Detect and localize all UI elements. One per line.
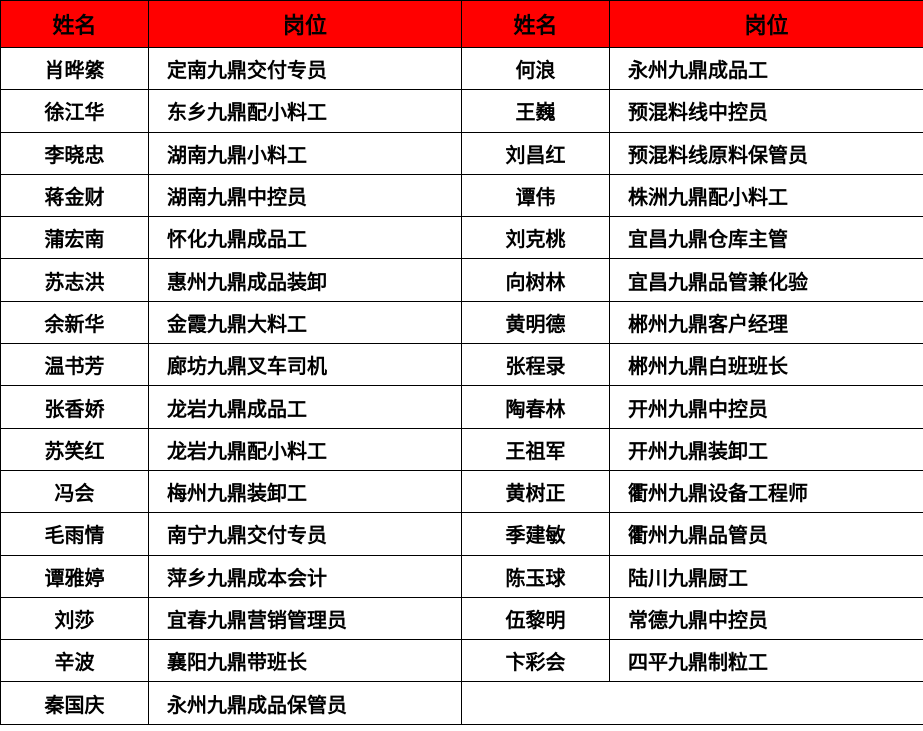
- left-name-cell: 刘莎: [0, 596, 149, 641]
- left-position-cell: 南宁九鼎交付专员: [148, 512, 462, 556]
- left-name-cell: 蒲宏南: [0, 216, 149, 260]
- left-name-cell: 苏笑红: [0, 427, 149, 471]
- right-position-cell: 陆川九鼎厨工: [609, 554, 923, 598]
- right-name-cell: 王祖军: [461, 427, 610, 471]
- left-name-cell: 辛波: [0, 639, 149, 683]
- left-name-cell: 徐江华: [0, 89, 149, 133]
- left-name-cell: 张香娇: [0, 385, 149, 429]
- table-row: 冯会 梅州九鼎装卸工 黄树正 衢州九鼎设备工程师: [0, 469, 923, 514]
- right-name-cell: 黄树正: [461, 469, 610, 514]
- right-position-cell: 常德九鼎中控员: [609, 596, 923, 641]
- left-name-cell: 余新华: [0, 300, 149, 345]
- table-row: 温书芳 廊坊九鼎叉车司机 张程录 郴州九鼎白班班长: [0, 343, 923, 387]
- right-position-cell: 宜昌九鼎品管兼化验: [609, 258, 923, 302]
- left-position-cell: 梅州九鼎装卸工: [148, 469, 462, 514]
- right-position-cell: 开州九鼎装卸工: [609, 427, 923, 471]
- right-name-cell: 刘克桃: [461, 216, 610, 260]
- right-name-cell: 陶春林: [461, 385, 610, 429]
- right-position-cell: 开州九鼎中控员: [609, 385, 923, 429]
- right-position-cell: 四平九鼎制粒工: [609, 639, 923, 683]
- left-name-cell: 蒋金财: [0, 173, 149, 218]
- header-row: 姓名 岗位 姓名 岗位: [0, 0, 923, 48]
- table-row: 辛波 襄阳九鼎带班长 卞彩会 四平九鼎制粒工: [0, 639, 923, 683]
- left-position-cell: 东乡九鼎配小料工: [148, 89, 462, 133]
- left-position-cell: 廊坊九鼎叉车司机: [148, 343, 462, 387]
- right-position-cell: 宜昌九鼎仓库主管: [609, 216, 923, 260]
- left-position-cell: 湖南九鼎小料工: [148, 131, 462, 175]
- table-row: 谭雅婷 萍乡九鼎成本会计 陈玉球 陆川九鼎厨工: [0, 554, 923, 598]
- left-name-cell: 温书芳: [0, 343, 149, 387]
- right-position-cell: 衢州九鼎设备工程师: [609, 469, 923, 514]
- left-position-cell: 定南九鼎交付专员: [148, 46, 462, 91]
- right-name-cell: 向树林: [461, 258, 610, 302]
- right-position-cell: 郴州九鼎客户经理: [609, 300, 923, 345]
- right-position-cell: 预混料线原料保管员: [609, 131, 923, 175]
- table-row: 李晓忠 湖南九鼎小料工 刘昌红 预混料线原料保管员: [0, 131, 923, 175]
- left-name-cell: 毛雨情: [0, 512, 149, 556]
- left-name-cell: 冯会: [0, 469, 149, 514]
- right-position-cell: 株洲九鼎配小料工: [609, 173, 923, 218]
- table-row: 苏志洪 惠州九鼎成品装卸 向树林 宜昌九鼎品管兼化验: [0, 258, 923, 302]
- right-position-cell: 预混料线中控员: [609, 89, 923, 133]
- table-row: 余新华 金霞九鼎大料工 黄明德 郴州九鼎客户经理: [0, 300, 923, 345]
- right-name-cell: 伍黎明: [461, 596, 610, 641]
- right-name-cell: 卞彩会: [461, 639, 610, 683]
- table-row: 苏笑红 龙岩九鼎配小料工 王祖军 开州九鼎装卸工: [0, 427, 923, 471]
- left-position-cell: 宜春九鼎营销管理员: [148, 596, 462, 641]
- left-name-cell: 肖晔綮: [0, 46, 149, 91]
- left-position-cell: 永州九鼎成品保管员: [148, 681, 462, 725]
- left-position-cell: 惠州九鼎成品装卸: [148, 258, 462, 302]
- left-name-cell: 秦国庆: [0, 681, 149, 725]
- header-name-right: 姓名: [461, 0, 610, 48]
- right-name-cell: 张程录: [461, 343, 610, 387]
- left-name-cell: 苏志洪: [0, 258, 149, 302]
- table-row: 秦国庆 永州九鼎成品保管员: [0, 681, 923, 725]
- header-name-left: 姓名: [0, 0, 149, 48]
- table-row: 徐江华 东乡九鼎配小料工 王巍 预混料线中控员: [0, 89, 923, 133]
- left-position-cell: 金霞九鼎大料工: [148, 300, 462, 345]
- empty-cell: [609, 681, 923, 725]
- header-position-left: 岗位: [148, 0, 462, 48]
- right-name-cell: 何浪: [461, 46, 610, 91]
- right-position-cell: 郴州九鼎白班班长: [609, 343, 923, 387]
- left-position-cell: 龙岩九鼎成品工: [148, 385, 462, 429]
- header-position-right: 岗位: [609, 0, 923, 48]
- right-name-cell: 王巍: [461, 89, 610, 133]
- table-row: 蒋金财 湖南九鼎中控员 谭伟 株洲九鼎配小料工: [0, 173, 923, 218]
- right-name-cell: 刘昌红: [461, 131, 610, 175]
- right-name-cell: 季建敏: [461, 512, 610, 556]
- table-row: 毛雨情 南宁九鼎交付专员 季建敏 衢州九鼎品管员: [0, 512, 923, 556]
- left-position-cell: 怀化九鼎成品工: [148, 216, 462, 260]
- table-row: 张香娇 龙岩九鼎成品工 陶春林 开州九鼎中控员: [0, 385, 923, 429]
- table-row: 蒲宏南 怀化九鼎成品工 刘克桃 宜昌九鼎仓库主管: [0, 216, 923, 260]
- empty-cell: [461, 681, 610, 725]
- right-name-cell: 陈玉球: [461, 554, 610, 598]
- left-position-cell: 萍乡九鼎成本会计: [148, 554, 462, 598]
- left-position-cell: 襄阳九鼎带班长: [148, 639, 462, 683]
- left-name-cell: 谭雅婷: [0, 554, 149, 598]
- table-row: 刘莎 宜春九鼎营销管理员 伍黎明 常德九鼎中控员: [0, 596, 923, 641]
- right-position-cell: 永州九鼎成品工: [609, 46, 923, 91]
- right-position-cell: 衢州九鼎品管员: [609, 512, 923, 556]
- right-name-cell: 黄明德: [461, 300, 610, 345]
- table-row: 肖晔綮 定南九鼎交付专员 何浪 永州九鼎成品工: [0, 46, 923, 91]
- left-position-cell: 湖南九鼎中控员: [148, 173, 462, 218]
- left-name-cell: 李晓忠: [0, 131, 149, 175]
- right-name-cell: 谭伟: [461, 173, 610, 218]
- left-position-cell: 龙岩九鼎配小料工: [148, 427, 462, 471]
